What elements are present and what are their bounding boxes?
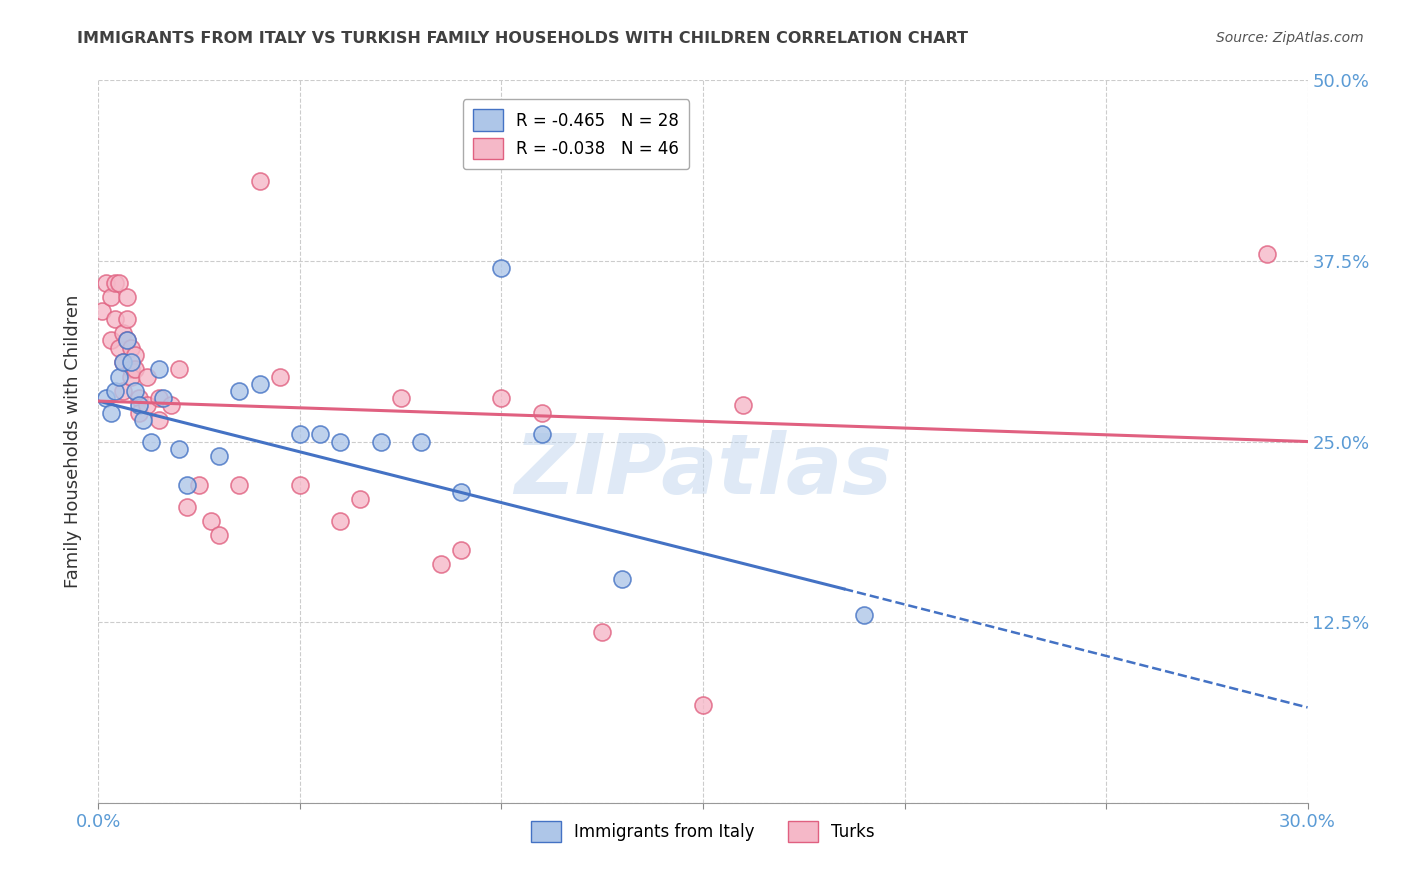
Point <box>288 478 311 492</box>
Point <box>107 276 129 290</box>
Point <box>450 485 472 500</box>
Point <box>228 384 250 398</box>
Point <box>430 558 453 572</box>
Point <box>228 478 250 492</box>
Point <box>591 625 613 640</box>
Point <box>103 276 125 290</box>
Point <box>389 391 412 405</box>
Point <box>1256 246 1278 260</box>
Point <box>208 528 231 542</box>
Point <box>128 398 150 412</box>
Point <box>124 348 146 362</box>
Point <box>349 492 371 507</box>
Point <box>167 442 190 456</box>
Point <box>370 434 392 449</box>
Point <box>249 174 271 188</box>
Point <box>188 478 211 492</box>
Point <box>409 434 432 449</box>
Point <box>115 334 138 348</box>
Point <box>111 355 134 369</box>
Point <box>132 413 155 427</box>
Point <box>176 500 198 514</box>
Point <box>135 398 157 412</box>
Y-axis label: Family Households with Children: Family Households with Children <box>65 295 83 588</box>
Point <box>208 449 231 463</box>
Point <box>115 311 138 326</box>
Point <box>329 514 352 528</box>
Point <box>96 391 118 405</box>
Point <box>491 391 513 405</box>
Point <box>128 406 150 420</box>
Point <box>733 398 755 412</box>
Point <box>103 384 125 398</box>
Point <box>530 406 553 420</box>
Point <box>329 434 352 449</box>
Point <box>111 355 134 369</box>
Point <box>91 304 114 318</box>
Point <box>200 514 222 528</box>
Point <box>160 398 183 412</box>
Legend: Immigrants from Italy, Turks: Immigrants from Italy, Turks <box>524 814 882 848</box>
Point <box>249 376 271 391</box>
Point <box>530 427 553 442</box>
Point <box>111 326 134 340</box>
Text: Source: ZipAtlas.com: Source: ZipAtlas.com <box>1216 31 1364 45</box>
Point <box>139 434 162 449</box>
Point <box>120 369 142 384</box>
Point <box>120 362 142 376</box>
Point <box>100 334 122 348</box>
Point <box>120 355 142 369</box>
Point <box>107 341 129 355</box>
Text: ZIPatlas: ZIPatlas <box>515 430 891 511</box>
Point <box>152 391 174 405</box>
Point <box>100 290 122 304</box>
Point <box>612 572 634 586</box>
Point <box>128 391 150 405</box>
Point <box>107 369 129 384</box>
Point <box>148 362 170 376</box>
Point <box>100 406 122 420</box>
Point <box>120 341 142 355</box>
Point <box>148 413 170 427</box>
Point <box>692 698 714 712</box>
Point <box>269 369 291 384</box>
Point <box>111 384 134 398</box>
Point <box>103 311 125 326</box>
Point <box>124 362 146 376</box>
Point <box>124 384 146 398</box>
Point <box>450 542 472 557</box>
Point <box>491 261 513 276</box>
Point <box>135 369 157 384</box>
Point <box>167 362 190 376</box>
Point <box>96 276 118 290</box>
Text: IMMIGRANTS FROM ITALY VS TURKISH FAMILY HOUSEHOLDS WITH CHILDREN CORRELATION CHA: IMMIGRANTS FROM ITALY VS TURKISH FAMILY … <box>77 31 969 46</box>
Point <box>148 391 170 405</box>
Point <box>115 334 138 348</box>
Point <box>115 290 138 304</box>
Point <box>288 427 311 442</box>
Point <box>853 607 876 622</box>
Point <box>176 478 198 492</box>
Point <box>309 427 332 442</box>
